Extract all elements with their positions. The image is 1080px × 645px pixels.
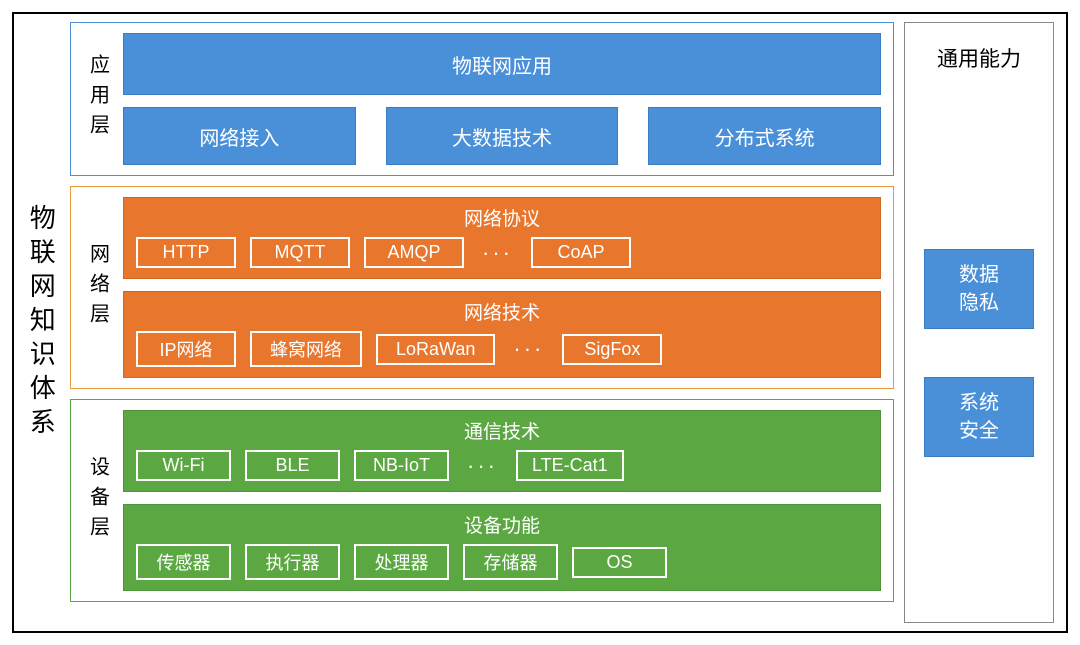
main-title-text: 物联网知识体系	[27, 204, 56, 442]
layer-body-network: 网络协议 HTTP MQTT AMQP ··· CoAP 网络技术 IP网络 蜂…	[123, 197, 881, 378]
tags-devicefunc: 传感器 执行器 处理器 存储器 OS	[136, 544, 868, 580]
tag-os: OS	[572, 547, 667, 578]
group-protocol: 网络协议 HTTP MQTT AMQP ··· CoAP	[123, 197, 881, 279]
block-security: 系统安全	[924, 377, 1034, 457]
tags-nettech: IP网络 蜂窝网络 LoRaWan ··· SigFox	[136, 331, 868, 367]
tag-storage: 存储器	[463, 544, 558, 580]
tags-commtech: Wi-Fi BLE NB-IoT ··· LTE-Cat1	[136, 450, 868, 481]
tag-sigfox: SigFox	[562, 334, 662, 365]
layers-column: 应用层 物联网应用 网络接入 大数据技术 分布式系统 网络层 网络协议 HTTP	[70, 22, 894, 623]
layer-label-text: 网络层	[84, 243, 113, 333]
tag-lorawan: LoRaWan	[376, 334, 495, 365]
group-devicefunc: 设备功能 传感器 执行器 处理器 存储器 OS	[123, 504, 881, 591]
block-privacy: 数据隐私	[924, 249, 1034, 329]
block-iot-app: 物联网应用	[123, 33, 881, 95]
layer-body-device: 通信技术 Wi-Fi BLE NB-IoT ··· LTE-Cat1 设备功能 …	[123, 410, 881, 591]
right-title: 通用能力	[937, 43, 1021, 73]
ellipsis-icon: ···	[478, 240, 517, 266]
group-title-nettech: 网络技术	[136, 298, 868, 325]
group-title-commtech: 通信技术	[136, 417, 868, 444]
group-title-protocol: 网络协议	[136, 204, 868, 231]
ellipsis-icon: ···	[463, 453, 502, 479]
block-distributed: 分布式系统	[648, 107, 881, 165]
layer-network: 网络层 网络协议 HTTP MQTT AMQP ··· CoAP 网络技术	[70, 186, 894, 389]
tag-sensor: 传感器	[136, 544, 231, 580]
tag-processor: 处理器	[354, 544, 449, 580]
tag-amqp: AMQP	[364, 237, 464, 268]
tag-mqtt: MQTT	[250, 237, 350, 268]
group-nettech: 网络技术 IP网络 蜂窝网络 LoRaWan ··· SigFox	[123, 291, 881, 378]
tag-cellular: 蜂窝网络	[250, 331, 362, 367]
tag-ltecat1: LTE-Cat1	[516, 450, 624, 481]
tag-wifi: Wi-Fi	[136, 450, 231, 481]
group-title-devicefunc: 设备功能	[136, 511, 868, 538]
group-commtech: 通信技术 Wi-Fi BLE NB-IoT ··· LTE-Cat1	[123, 410, 881, 492]
layer-application: 应用层 物联网应用 网络接入 大数据技术 分布式系统	[70, 22, 894, 176]
layer-label-network: 网络层	[83, 197, 113, 378]
layer-label-device: 设备层	[83, 410, 113, 591]
layer-body-application: 物联网应用 网络接入 大数据技术 分布式系统	[123, 33, 881, 165]
layer-device: 设备层 通信技术 Wi-Fi BLE NB-IoT ··· LTE-Cat1 设…	[70, 399, 894, 602]
layer-label-text: 设备层	[84, 456, 113, 546]
tag-ip: IP网络	[136, 331, 236, 367]
layer-label-text: 应用层	[84, 54, 113, 144]
main-title: 物联网知识体系	[22, 22, 60, 623]
block-bigdata: 大数据技术	[386, 107, 619, 165]
tag-actuator: 执行器	[245, 544, 340, 580]
diagram-outer: 物联网知识体系 应用层 物联网应用 网络接入 大数据技术 分布式系统 网络层	[12, 12, 1068, 633]
right-column: 通用能力 数据隐私 系统安全	[904, 22, 1054, 623]
tags-protocol: HTTP MQTT AMQP ··· CoAP	[136, 237, 868, 268]
layer-label-application: 应用层	[83, 33, 113, 165]
app-row: 网络接入 大数据技术 分布式系统	[123, 107, 881, 165]
tag-nbiot: NB-IoT	[354, 450, 449, 481]
ellipsis-icon: ···	[509, 336, 548, 362]
tag-ble: BLE	[245, 450, 340, 481]
tag-http: HTTP	[136, 237, 236, 268]
block-network-access: 网络接入	[123, 107, 356, 165]
tag-coap: CoAP	[531, 237, 631, 268]
